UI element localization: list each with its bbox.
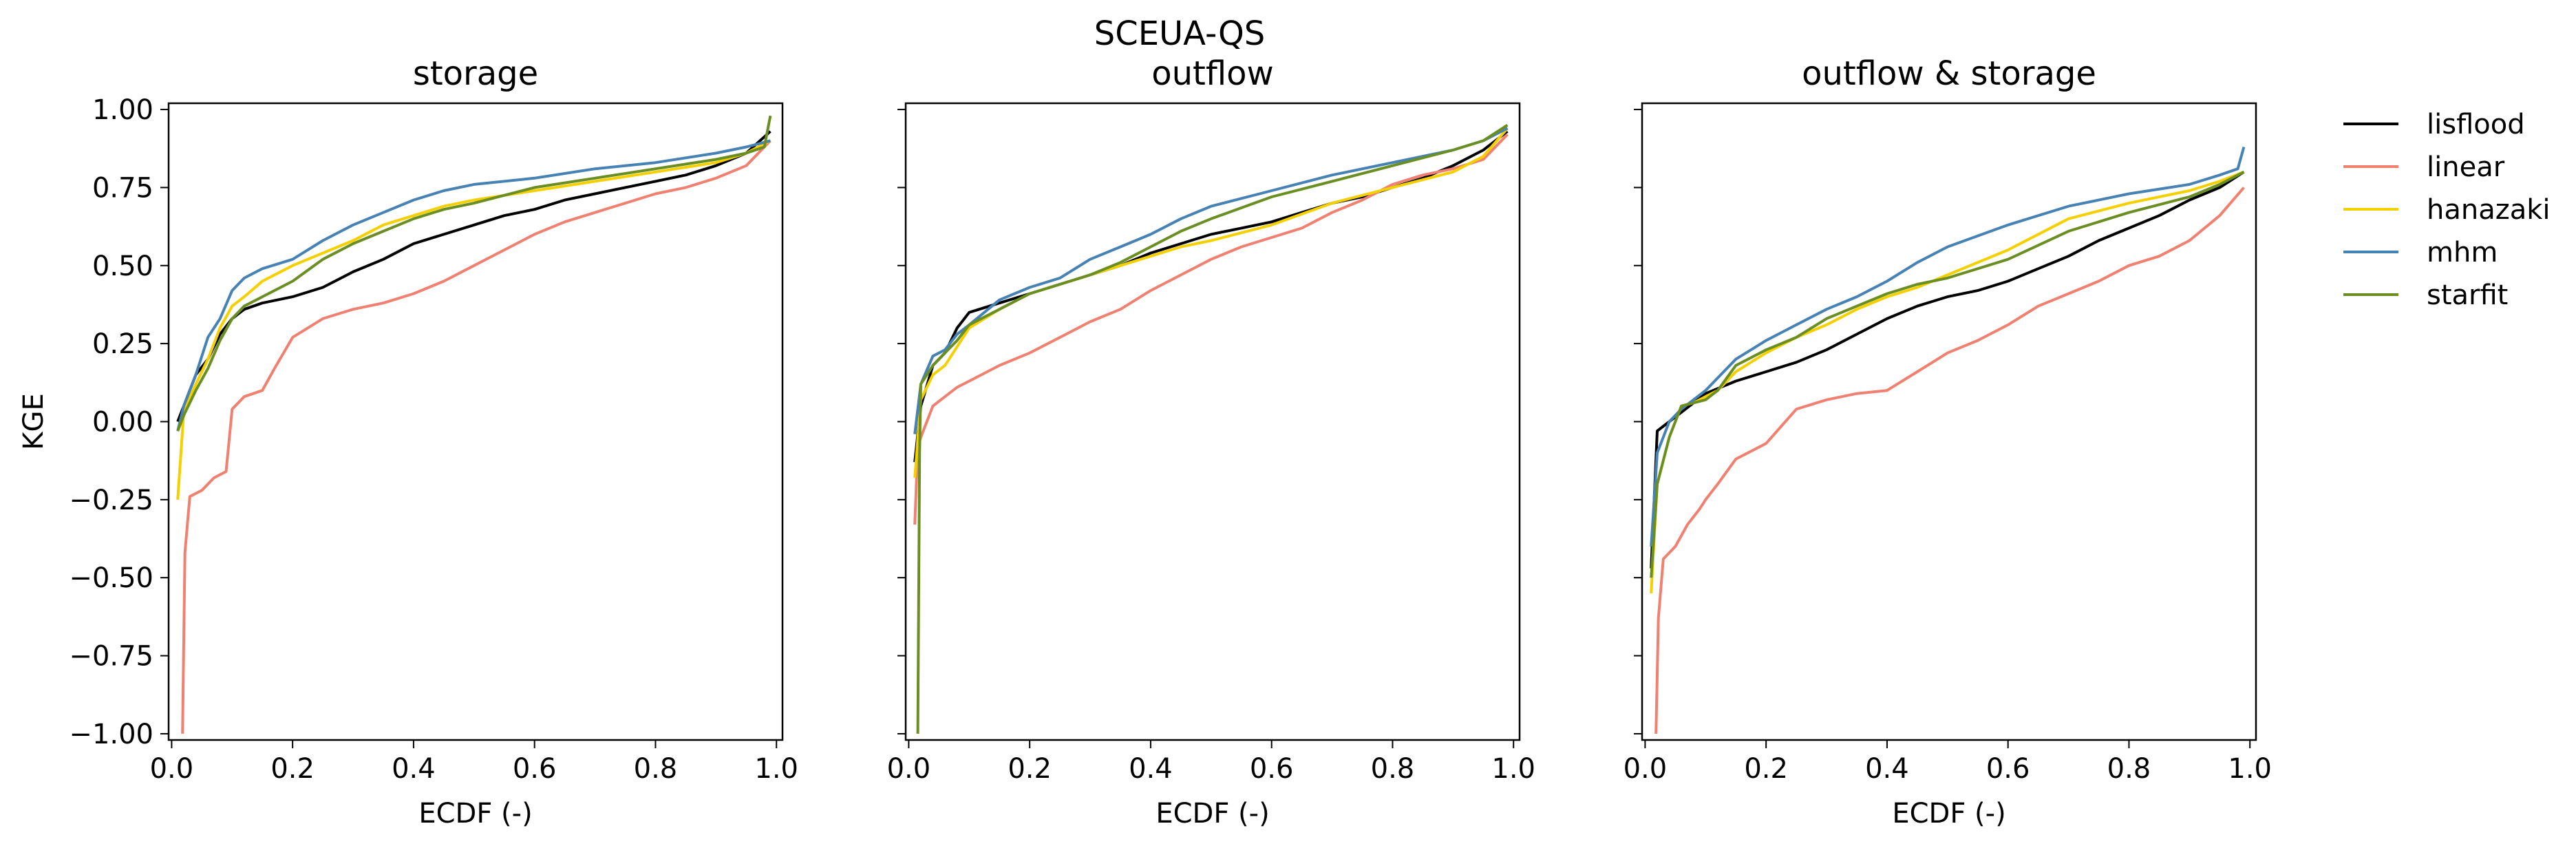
- figure-title: SCEUA-QS: [1094, 14, 1266, 53]
- x-tick-label: 0.4: [1129, 753, 1173, 785]
- x-tick-label: 0.8: [634, 753, 678, 785]
- panel-outflow: 0.0 0.2 0.4 0.6 0.8 1.0 outflow ECDF (-): [887, 54, 1535, 829]
- x-tick-label: 1.0: [1491, 753, 1535, 785]
- y-tick-label: 0.00: [92, 407, 153, 438]
- x-tick-label: 0.2: [1744, 753, 1788, 785]
- x-tick-label: 0.0: [150, 753, 194, 785]
- x-axis-label: ECDF (-): [418, 798, 532, 829]
- x-tick-label: 0.6: [513, 753, 557, 785]
- series-line-mhm: [176, 139, 771, 432]
- series-line-starfit: [176, 115, 772, 432]
- x-axis-label: ECDF (-): [1892, 798, 2005, 829]
- panel-storage: 0.0 0.2 0.4 0.6 0.8 1.0 1.00 0.75 0.50 0.25 0.00 −0…: [18, 54, 798, 829]
- series-line-mhm: [913, 127, 1509, 434]
- panel-title: outflow & storage: [1802, 54, 2096, 93]
- legend-label-linear: linear: [2427, 151, 2505, 183]
- plot-frame: [1641, 102, 2257, 741]
- series-line-hanazaki: [1650, 170, 2245, 594]
- series-line-starfit: [916, 124, 1509, 734]
- x-tick-label: 1.0: [2228, 753, 2272, 785]
- x-tick-label: 0.2: [270, 753, 315, 785]
- x-tick-label: 0.4: [392, 753, 436, 785]
- plot-frame: [904, 102, 1521, 741]
- panel-title: storage: [413, 54, 538, 93]
- x-tick-label: 0.0: [887, 753, 931, 785]
- panel-outflow-and-storage: 0.0 0.2 0.4 0.6 0.8 1.0 outflow & storage ECDF …: [1624, 54, 2272, 829]
- legend-label-starfit: starfit: [2427, 279, 2508, 311]
- y-tick-label: 0.50: [92, 251, 153, 282]
- x-tick-label: 0.2: [1008, 753, 1052, 785]
- legend-label-hanazaki: hanazaki: [2427, 194, 2551, 226]
- series-line-hanazaki: [176, 139, 771, 500]
- legend: lisflood linear hanazaki mhm starfit: [2343, 109, 2551, 311]
- series-line-linear: [1654, 187, 2245, 734]
- panel-title: outflow: [1151, 54, 1273, 93]
- y-tick-label: −1.00: [69, 719, 153, 750]
- y-tick-label: 1.00: [92, 94, 153, 126]
- legend-label-lisflood: lisflood: [2427, 109, 2525, 140]
- series-line-hanazaki: [913, 127, 1509, 478]
- y-tick-label: 0.75: [92, 172, 153, 204]
- x-axis-label: ECDF (-): [1156, 798, 1269, 829]
- x-tick-label: 0.8: [2107, 753, 2151, 785]
- y-tick-label: −0.75: [69, 641, 153, 673]
- x-tick-label: 0.0: [1624, 753, 1668, 785]
- x-tick-label: 0.6: [1250, 753, 1294, 785]
- y-tick-label: −0.25: [69, 485, 153, 516]
- series-line-linear: [181, 140, 771, 734]
- x-tick-label: 1.0: [754, 753, 798, 785]
- series-line-starfit: [1650, 171, 2245, 578]
- y-tick-label: 0.25: [92, 328, 153, 360]
- x-tick-label: 0.6: [1986, 753, 2030, 785]
- y-tick-label: −0.50: [69, 562, 153, 594]
- x-tick-label: 0.8: [1371, 753, 1415, 785]
- legend-label-mhm: mhm: [2427, 237, 2498, 268]
- series-line-linear: [913, 133, 1509, 525]
- series-line-lisflood: [176, 130, 771, 423]
- y-axis-label: KGE: [18, 393, 50, 450]
- x-tick-label: 0.4: [1865, 753, 1909, 785]
